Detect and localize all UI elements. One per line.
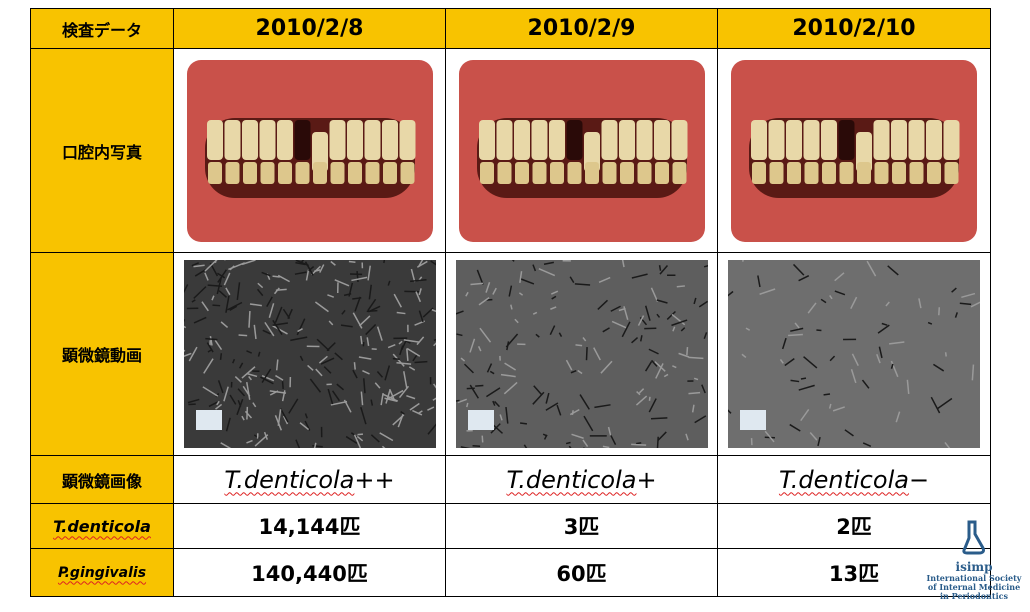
video-cell (446, 253, 718, 456)
species: T.denticola (224, 465, 355, 494)
mouth-photo (731, 59, 977, 242)
photo-cell (718, 49, 991, 253)
microscope-image (183, 260, 436, 448)
count-cell: 14,144匹 (174, 504, 446, 549)
video-cell (174, 253, 446, 456)
result-cell: T.denticola + (446, 456, 718, 504)
header-cell: 2010/2/9 (446, 9, 718, 49)
photo-cell (446, 49, 718, 253)
mouth-photo (186, 59, 433, 242)
row-label: T.denticola (31, 504, 174, 549)
species: T.denticola (53, 516, 151, 536)
logo-name: isimp (955, 560, 993, 574)
video-cell (718, 253, 991, 456)
grade: − (908, 465, 930, 494)
logo-line: of Internal Medicine (927, 582, 1021, 592)
count-cell: 140,440匹 (174, 549, 446, 597)
logo-line: in Periodontics (940, 591, 1008, 601)
header-cell: 2010/2/10 (718, 9, 991, 49)
species: T.denticola (506, 465, 637, 494)
count-cell: 3匹 (446, 504, 718, 549)
header-cell: 検査データ (31, 9, 174, 49)
photo-cell (174, 49, 446, 253)
logo-line: International Society (926, 573, 1022, 583)
species: P.gingivalis (57, 564, 147, 581)
result-cell: T.denticola ++ (174, 456, 446, 504)
microscope-image (455, 260, 708, 448)
row-label: P.gingivalis (31, 549, 174, 597)
species: T.denticola (778, 465, 909, 494)
row-label: 顕微鏡動画 (31, 253, 174, 456)
microscope-image (728, 260, 980, 448)
grade: + (636, 465, 657, 494)
logo: isimp International Society of Internal … (922, 520, 1026, 601)
row-label: 顕微鏡画像 (31, 456, 174, 504)
count-cell: 13匹 (718, 549, 991, 597)
mouth-photo (458, 59, 705, 242)
result-cell: T.denticola − (718, 456, 991, 504)
count-cell: 2匹 (718, 504, 991, 549)
row-label: 口腔内写真 (31, 49, 174, 253)
logo-icon (962, 520, 985, 555)
header-cell: 2010/2/8 (174, 9, 446, 49)
grade: ++ (354, 465, 395, 494)
count-cell: 60匹 (446, 549, 718, 597)
table: 検査データ 2010/2/8 2010/2/9 2010/2/10 口腔内写真 … (30, 8, 991, 597)
